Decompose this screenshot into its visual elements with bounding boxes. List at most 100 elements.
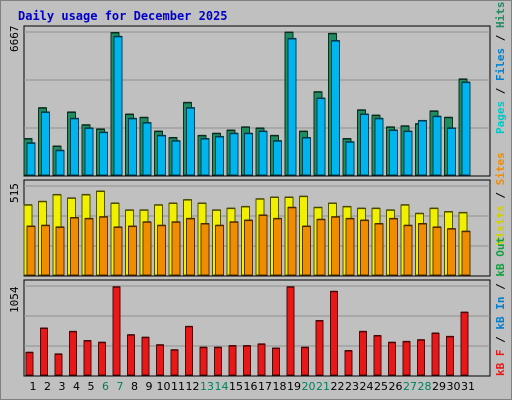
day-label-5: 5	[87, 380, 95, 393]
legend-entry: Hits	[494, 1, 507, 29]
bar-sites-13	[200, 223, 210, 276]
day-label-31: 31	[461, 380, 475, 393]
legend-entry: /	[494, 81, 507, 101]
bar-kb-f-28	[417, 339, 425, 376]
legend-entry: kB F	[494, 349, 507, 377]
bar-files-31	[461, 81, 471, 176]
bar-kb-f-14	[214, 346, 222, 376]
bar-files-14	[215, 136, 224, 176]
day-label-2: 2	[44, 380, 51, 393]
bar-files-17	[258, 130, 268, 176]
bar-sites-6	[99, 216, 108, 276]
bar-sites-3	[55, 226, 65, 276]
bar-sites-15	[229, 221, 239, 276]
bar-sites-18	[273, 218, 282, 276]
bar-files-10	[157, 135, 166, 176]
bar-sites-21	[316, 218, 326, 276]
day-label-6: 6	[102, 380, 109, 393]
bar-sites-25	[374, 223, 384, 276]
legend-top: Pages / Files / Hits	[494, 2, 507, 135]
bar-sites-4	[70, 217, 79, 276]
legend-entry: Files	[494, 47, 507, 81]
bar-sites-12	[186, 218, 195, 276]
bar-kb-f-30	[446, 336, 454, 376]
day-label-21: 21	[316, 380, 330, 393]
bar-kb-f-5	[83, 340, 92, 376]
day-label-14: 14	[214, 380, 229, 393]
bar-kb-f-24	[359, 331, 367, 376]
day-label-24: 24	[359, 380, 374, 393]
day-label-10: 10	[156, 380, 171, 393]
bar-files-5	[84, 127, 94, 176]
bar-sites-16	[244, 219, 253, 276]
day-label-26: 26	[388, 380, 403, 393]
legend-entry: /	[494, 28, 507, 48]
bar-kb-f-3	[54, 353, 63, 376]
bar-sites-27	[403, 224, 413, 276]
bar-kb-f-22	[330, 291, 338, 376]
bar-files-22	[331, 40, 340, 176]
bar-sites-9	[142, 221, 152, 276]
bar-sites-7	[113, 226, 123, 276]
day-label-29: 29	[432, 380, 446, 393]
day-label-25: 25	[374, 380, 388, 393]
bar-kb-f-2	[40, 327, 48, 376]
bar-files-20	[302, 137, 311, 176]
bar-kb-f-21	[315, 320, 324, 376]
bar-kb-f-26	[388, 341, 396, 376]
bar-sites-23	[345, 218, 355, 276]
day-label-15: 15	[229, 380, 243, 393]
legend-entry: /	[494, 185, 507, 206]
bar-sites-28	[418, 223, 427, 276]
bar-files-3	[55, 150, 65, 176]
day-label-11: 11	[171, 380, 185, 393]
legend-entry: kB Out	[494, 236, 507, 277]
bar-files-28	[418, 120, 427, 176]
bar-kb-f-29	[431, 332, 440, 376]
day-label-1: 1	[29, 380, 37, 393]
bar-kb-f-31	[460, 311, 469, 376]
legend-entry: /	[494, 329, 507, 350]
day-label-4: 4	[73, 380, 80, 393]
bar-files-11	[171, 140, 181, 176]
bar-files-2	[41, 111, 50, 176]
bar-sites-22	[331, 216, 340, 276]
bar-files-24	[360, 113, 369, 176]
bar-kb-f-12	[185, 326, 193, 376]
bar-kb-f-15	[228, 345, 237, 376]
bar-kb-f-10	[156, 344, 164, 376]
day-label-28: 28	[417, 380, 432, 393]
bar-kb-f-17	[257, 343, 266, 376]
bar-kb-f-27	[402, 341, 411, 376]
bar-sites-29	[432, 226, 442, 276]
bar-sites-17	[258, 214, 268, 276]
day-label-27: 27	[403, 380, 417, 393]
day-label-7: 7	[116, 380, 124, 393]
bar-files-18	[273, 140, 282, 176]
y-max-label-top: 6667	[8, 25, 21, 53]
legend-bot: kB F / kB In / kB Out	[494, 237, 507, 376]
bar-kb-f-25	[373, 335, 382, 376]
legend-mid: Visits / Sites	[494, 152, 507, 245]
bar-kb-f-7	[112, 286, 121, 376]
day-label-22: 22	[330, 380, 345, 393]
legend-entry: /	[494, 276, 507, 297]
bar-kb-f-20	[301, 346, 309, 376]
bar-files-15	[229, 132, 239, 176]
bar-kb-f-4	[69, 331, 77, 376]
bar-files-27	[403, 130, 413, 176]
day-label-20: 20	[301, 380, 316, 393]
day-label-13: 13	[200, 380, 214, 393]
bar-sites-2	[41, 224, 50, 276]
bar-sites-14	[215, 224, 224, 276]
bar-files-25	[374, 118, 384, 176]
bar-kb-f-18	[272, 347, 280, 376]
bar-sites-10	[157, 224, 166, 276]
chart-title: Daily usage for December 2025	[18, 9, 228, 23]
bar-sites-5	[84, 218, 94, 276]
y-max-label-bot: 1054	[8, 286, 21, 314]
day-label-30: 30	[446, 380, 461, 393]
bar-sites-30	[447, 228, 456, 276]
bar-files-26	[389, 129, 398, 176]
